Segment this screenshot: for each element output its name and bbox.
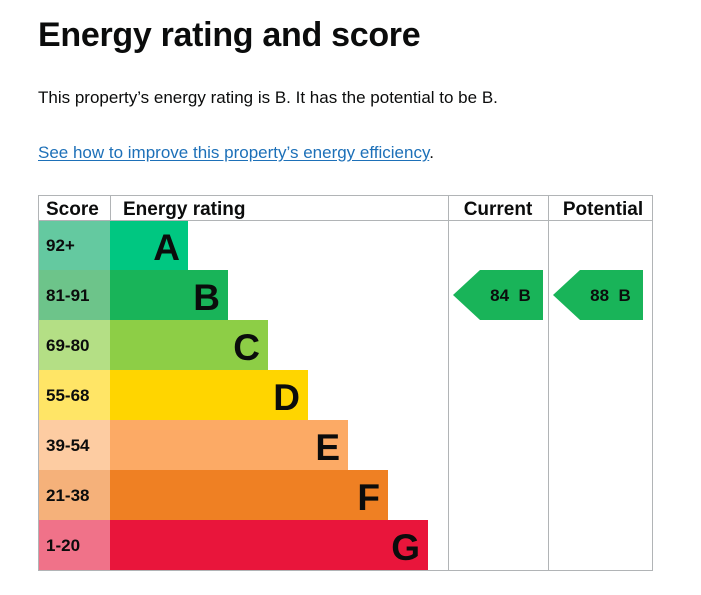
rating-letter-e: E bbox=[315, 427, 340, 468]
score-cell-g bbox=[38, 520, 110, 570]
chart-gridlines bbox=[38, 195, 653, 571]
score-cell-d bbox=[38, 370, 110, 420]
rating-bar-e bbox=[110, 420, 348, 470]
score-label-b: 81-91 bbox=[46, 286, 89, 305]
score-label-d: 55-68 bbox=[46, 386, 89, 405]
header-energy-rating: Energy rating bbox=[123, 199, 245, 220]
band-row-e: 39-54 E bbox=[38, 420, 348, 470]
potential-rating-marker: 88 B bbox=[553, 270, 643, 320]
score-cell-a bbox=[38, 220, 110, 270]
band-row-d: 55-68 D bbox=[38, 370, 308, 420]
band-row-f: 21-38 F bbox=[38, 470, 388, 520]
rating-letter-d: D bbox=[273, 377, 300, 418]
score-label-g: 1-20 bbox=[46, 536, 80, 555]
improve-efficiency-link[interactable]: See how to improve this property’s energ… bbox=[38, 143, 430, 162]
rating-markers: 84 B 88 B bbox=[453, 270, 643, 320]
score-label-f: 21-38 bbox=[46, 486, 89, 505]
rating-bar-b bbox=[110, 270, 228, 320]
band-row-a: 92+ A bbox=[38, 220, 188, 270]
rating-letter-c: C bbox=[233, 327, 260, 368]
rating-bar-c bbox=[110, 320, 268, 370]
score-label-e: 39-54 bbox=[46, 436, 90, 455]
band-row-b: 81-91 B bbox=[38, 270, 228, 320]
score-cell-e bbox=[38, 420, 110, 470]
rating-letter-a: A bbox=[153, 227, 180, 268]
rating-letter-b: B bbox=[193, 277, 220, 318]
improve-link-paragraph: See how to improve this property’s energ… bbox=[38, 141, 434, 165]
score-cell-f bbox=[38, 470, 110, 520]
current-rating-marker-arrow bbox=[453, 270, 543, 320]
potential-rating-marker-label: 88 B bbox=[590, 286, 631, 305]
rating-bar-f bbox=[110, 470, 388, 520]
rating-bands: 92+ A 81-91 B 69-80 C 55-68 D 39-54 E 21-38 F 1-20 G bbox=[38, 220, 428, 570]
rating-summary: This property’s energy rating is B. It h… bbox=[38, 88, 498, 107]
header-score: Score bbox=[46, 199, 99, 220]
page-title: Energy rating and score bbox=[38, 16, 421, 54]
rating-bar-d bbox=[110, 370, 308, 420]
score-label-c: 69-80 bbox=[46, 336, 89, 355]
score-label-a: 92+ bbox=[46, 236, 75, 255]
band-row-c: 69-80 C bbox=[38, 320, 268, 370]
rating-letter-g: G bbox=[391, 527, 420, 568]
potential-rating-marker-arrow bbox=[553, 270, 643, 320]
score-cell-c bbox=[38, 320, 110, 370]
rating-bar-a bbox=[110, 220, 188, 270]
current-rating-marker: 84 B bbox=[453, 270, 543, 320]
header-current: Current bbox=[464, 199, 533, 220]
score-cell-b bbox=[38, 270, 110, 320]
link-suffix: . bbox=[429, 143, 434, 162]
header-potential: Potential bbox=[563, 199, 643, 220]
current-rating-marker-label: 84 B bbox=[490, 286, 531, 305]
rating-bar-g bbox=[110, 520, 428, 570]
rating-letter-f: F bbox=[357, 477, 380, 518]
chart-border bbox=[38, 195, 653, 571]
band-row-g: 1-20 G bbox=[38, 520, 428, 570]
chart-header: Score Energy rating Current Potential bbox=[46, 199, 643, 220]
